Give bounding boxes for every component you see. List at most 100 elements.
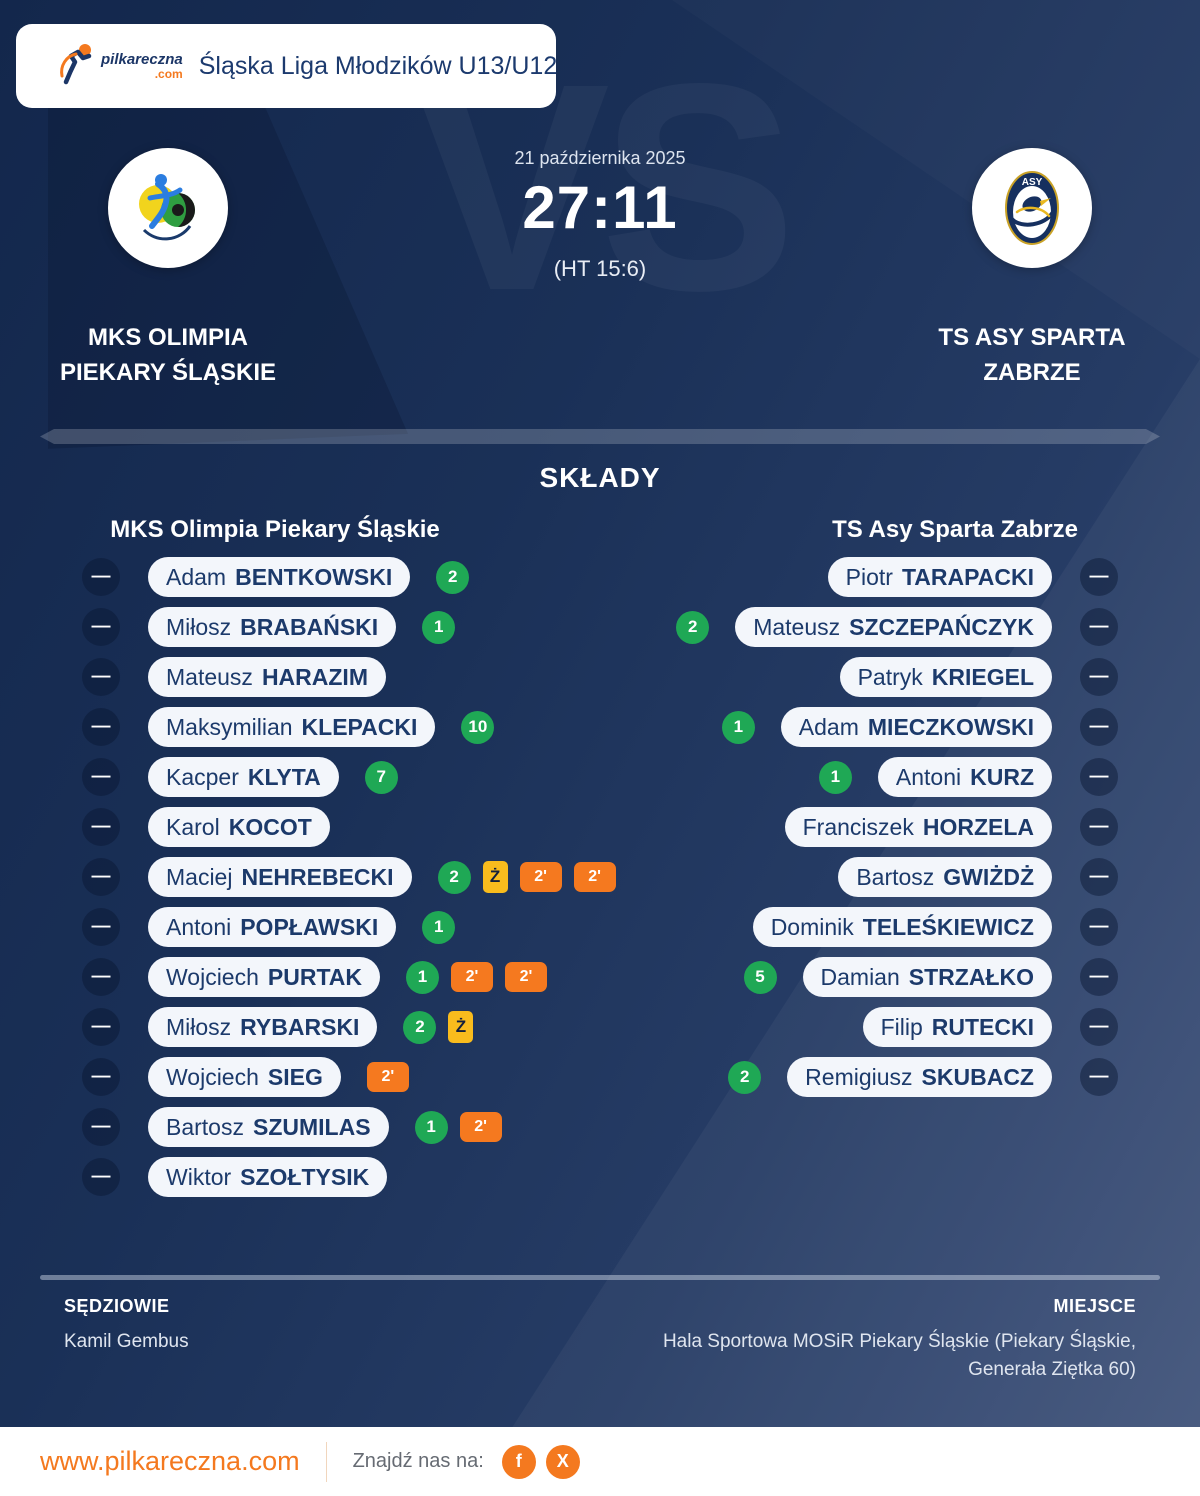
mks-olimpia-crest-icon [139,174,195,241]
player-row: — Wojciech SIEG 2' [82,1052,722,1102]
venue-text: Hala Sportowa MOSiR Piekary Śląskie (Pie… [560,1328,1136,1384]
player-last-name: KURZ [970,763,1034,790]
player-row: — Miłosz RYBARSKI 2 Ż [82,1002,722,1052]
player-row: Piotr TARAPACKI — [478,552,1118,602]
player-row: — Mateusz HARAZIM [82,652,722,702]
player-row: — Kacper KLYTA 7 [82,752,722,802]
player-number-placeholder: — [1080,658,1118,696]
player-last-name: SZOŁTYSIK [240,1163,370,1190]
player-row: — Bartosz SZUMILAS 1 2' [82,1102,722,1152]
player-number-placeholder: — [1080,608,1118,646]
player-last-name: SKUBACZ [921,1063,1034,1090]
find-us-label: Znajdź nas na: [352,1450,484,1472]
home-team-name-line1: MKS OLIMPIA [88,324,248,351]
x-icon[interactable]: X [545,1444,580,1479]
player-last-name: GWIŻDŻ [943,863,1034,890]
player-name-pill: Miłosz BRABAŃSKI [148,606,397,648]
player-last-name: MIECZKOWSKI [867,713,1034,740]
player-row: 2 Mateusz SZCZEPAŃCZYK — [478,602,1118,652]
venue-label: MIEJSCE [1053,1296,1136,1316]
player-first-name: Maksymilian [166,713,293,740]
player-number-placeholder: — [82,908,120,946]
player-first-name: Damian [820,963,900,990]
goals-badge: 1 [818,760,852,794]
player-number-placeholder: — [1080,808,1118,846]
player-first-name: Dominik [770,913,854,940]
player-number-placeholder: — [82,708,120,746]
player-first-name: Franciszek [802,813,914,840]
player-row: — Karol KOCOT [82,802,722,852]
goals-badge: 2 [728,1060,762,1094]
player-row: 1 Adam MIECZKOWSKI — [478,702,1118,752]
player-badges: 2' [366,1062,409,1092]
player-badges: 1 [422,910,456,944]
player-last-name: POPŁAWSKI [240,913,379,940]
player-first-name: Maciej [166,863,233,890]
player-name-pill: Franciszek HORZELA [784,806,1052,848]
player-first-name: Piotr [845,563,893,590]
player-number-placeholder: — [1080,958,1118,996]
player-row: — Maksymilian KLEPACKI 10 [82,702,722,752]
player-last-name: BENTKOWSKI [235,563,393,590]
player-first-name: Remigiusz [805,1063,913,1090]
player-badges: 1 2' 2' [406,960,548,994]
player-badges: 1 [422,610,456,644]
player-first-name: Mateusz [753,613,841,640]
player-last-name: PURTAK [267,963,363,990]
handball-player-icon [58,42,96,91]
player-last-name: SZCZEPAŃCZYK [849,613,1034,640]
player-row: 1 Antoni KURZ — [478,752,1118,802]
player-last-name: TELEŚKIEWICZ [862,913,1034,940]
goals-badge: 10 [461,710,495,744]
goals-badge: 2 [437,860,471,894]
player-first-name: Wiktor [166,1163,232,1190]
player-first-name: Bartosz [166,1113,244,1140]
venue-line2: Generała Ziętka 60) [968,1359,1136,1380]
yellow-card-badge: Ż [482,861,508,893]
player-row: — Antoni POPŁAWSKI 1 [82,902,722,952]
goals-badge: 5 [743,960,777,994]
away-team-logo: ASY [972,148,1092,268]
player-last-name: SIEG [267,1063,323,1090]
player-name-pill: Adam BENTKOWSKI [148,556,411,598]
halftime-score: (HT 15:6) [553,256,647,281]
player-number-placeholder: — [82,1108,120,1146]
player-last-name: TARAPACKI [901,563,1034,590]
player-name-pill: Mateusz HARAZIM [148,656,386,698]
player-number-placeholder: — [82,858,120,896]
facebook-icon[interactable]: f [501,1444,536,1479]
player-row: Filip RUTECKI — [478,1002,1118,1052]
player-number-placeholder: — [82,558,120,596]
two-minute-suspension-badge: 2' [519,862,562,892]
two-minute-suspension-badge: 2' [573,862,616,892]
player-badges: 7 [364,760,398,794]
player-first-name: Mateusz [166,663,253,690]
player-first-name: Antoni [895,763,962,790]
away-team-name-line2: ZABRZE [983,359,1081,386]
league-title: Śląska Liga Młodzików U13/U12 [198,51,558,80]
two-minute-suspension-badge: 2' [366,1062,409,1092]
player-row: — Adam BENTKOWSKI 2 [82,552,722,602]
player-name-pill: Karol KOCOT [148,806,330,848]
score-column: 21 października 2025 27:11 (HT 15:6) [400,0,800,282]
player-row: — Wojciech PURTAK 1 2' 2' [82,952,722,1002]
goals-badge: 1 [414,1110,448,1144]
footer-bar: www.pilkareczna.com Znajdź nas na: f X [0,1427,1200,1496]
player-name-pill: Adam MIECZKOWSKI [780,706,1052,748]
two-minute-suspension-badge: 2' [451,962,494,992]
player-row: 5 Damian STRZAŁKO — [478,952,1118,1002]
player-badges: 10 [461,710,495,744]
referees-block: SĘDZIOWIE Kamil Gembus [64,1296,189,1356]
player-badges: 1 [721,710,755,744]
two-minute-suspension-badge: 2' [459,1112,502,1142]
player-name-pill: Maciej NEHREBECKI [148,856,412,898]
player-badges: 2 [676,610,710,644]
player-last-name: BRABAŃSKI [240,613,379,640]
footer-divider [325,1441,327,1482]
player-name-pill: Bartosz GWIŻDŻ [838,856,1052,898]
player-name-pill: Remigiusz SKUBACZ [787,1056,1052,1098]
website-link[interactable]: www.pilkareczna.com [40,1446,300,1476]
goals-badge: 7 [364,760,398,794]
player-number-placeholder: — [82,808,120,846]
